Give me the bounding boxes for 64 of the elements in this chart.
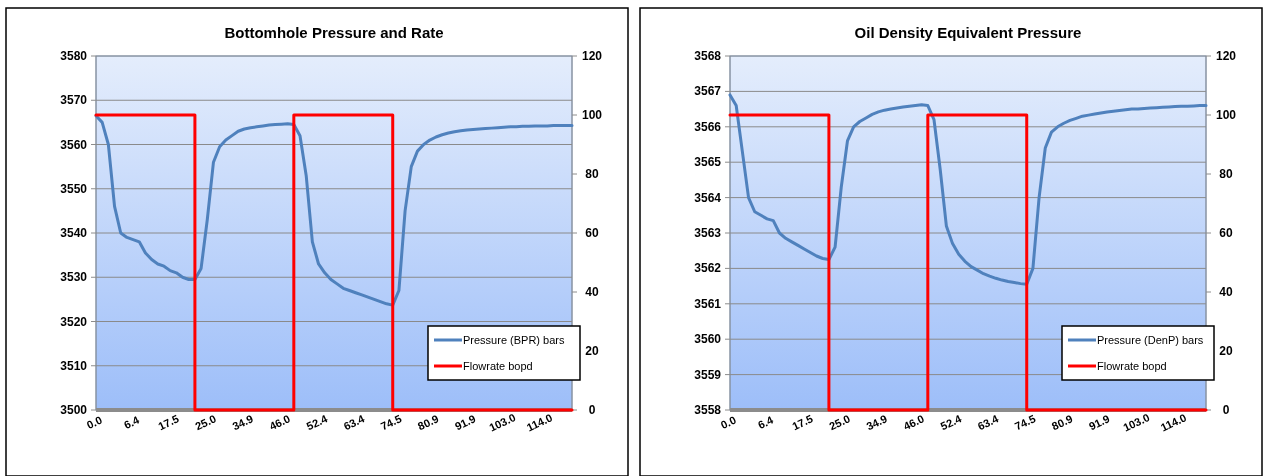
legend-label: Flowrate bopd — [1097, 360, 1167, 372]
y2-tick-label: 120 — [1215, 49, 1237, 63]
y-tick-label: 3520 — [60, 314, 88, 329]
x-tick-label: 114.0 — [524, 411, 555, 434]
y-tick-label: 3567 — [694, 84, 722, 99]
y2-tick-label: 0 — [1222, 403, 1230, 417]
x-tick-label: 74.5 — [1012, 412, 1038, 433]
y-tick-label: 3560 — [60, 137, 88, 152]
x-tick-label: 52.4 — [938, 412, 964, 433]
x-tick-label: 34.9 — [864, 412, 889, 433]
y-tick-label: 3565 — [694, 155, 722, 170]
y-tick-label: 3563 — [694, 226, 722, 240]
legend-label: Flowrate bopd — [463, 360, 533, 372]
y2-tick-label: 0 — [588, 403, 596, 417]
x-tick-label: 46.0 — [901, 412, 927, 433]
y-tick-label: 3510 — [60, 358, 88, 373]
y2-tick-label: 120 — [581, 49, 603, 63]
line-series — [728, 93, 1208, 286]
y-tick-label: 3564 — [694, 190, 722, 205]
y-tick-label: 3530 — [60, 270, 88, 285]
x-tick-label: 17.5 — [156, 412, 181, 433]
y2-tick-label: 60 — [1219, 226, 1233, 240]
x-tick-label: 80.9 — [415, 412, 441, 433]
y2-tick-label: 60 — [585, 226, 599, 240]
line-series — [94, 114, 574, 307]
y-tick-label: 3561 — [694, 296, 722, 311]
y-tick-label: 3540 — [60, 226, 88, 240]
x-tick-label: 52.4 — [304, 412, 330, 433]
x-tick-label: 63.4 — [341, 412, 367, 433]
x-tick-label: 91.9 — [452, 412, 478, 433]
x-tick-label: 25.0 — [827, 412, 852, 433]
x-tick-label: 34.9 — [230, 412, 255, 433]
x-tick-label: 114.0 — [1158, 411, 1189, 434]
x-tick-label: 46.0 — [267, 412, 293, 433]
x-tick-label: 74.5 — [378, 412, 404, 433]
chart-title: Bottomhole Pressure and Rate — [224, 24, 444, 41]
legend-label: Pressure (DenP) bars — [1097, 334, 1204, 346]
x-tick-label: 6.4 — [121, 413, 142, 432]
y2-tick-label: 20 — [585, 344, 599, 358]
y-tick-label: 3562 — [694, 261, 722, 276]
y2-tick-label: 40 — [1219, 285, 1233, 299]
y2-tick-label: 100 — [581, 108, 603, 122]
y2-tick-label: 100 — [1215, 108, 1237, 122]
x-tick-label: 6.4 — [755, 413, 776, 432]
y2-tick-label: 80 — [1219, 167, 1233, 181]
y-tick-label: 3580 — [60, 49, 88, 63]
y2-tick-label: 80 — [585, 167, 599, 181]
x-tick-label: 103.0 — [487, 411, 518, 434]
x-tick-label: 63.4 — [975, 412, 1001, 433]
y2-tick-label: 40 — [585, 285, 599, 299]
y2-tick-label: 20 — [1219, 344, 1233, 358]
legend-label: Pressure (BPR) bars — [463, 334, 565, 346]
y-tick-label: 3550 — [60, 181, 88, 196]
y-tick-label: 3559 — [694, 367, 722, 382]
x-tick-label: 25.0 — [193, 412, 218, 433]
x-tick-label: 103.0 — [1121, 411, 1152, 434]
y-tick-label: 3560 — [694, 332, 722, 347]
x-tick-label: 80.9 — [1049, 412, 1075, 433]
chart-title: Oil Density Equivalent Pressure — [854, 24, 1082, 41]
y-tick-label: 3568 — [694, 49, 722, 63]
x-tick-label: 17.5 — [790, 412, 815, 433]
y-tick-label: 3566 — [694, 119, 722, 134]
x-tick-label: 91.9 — [1086, 412, 1112, 433]
y-tick-label: 3570 — [60, 93, 88, 108]
